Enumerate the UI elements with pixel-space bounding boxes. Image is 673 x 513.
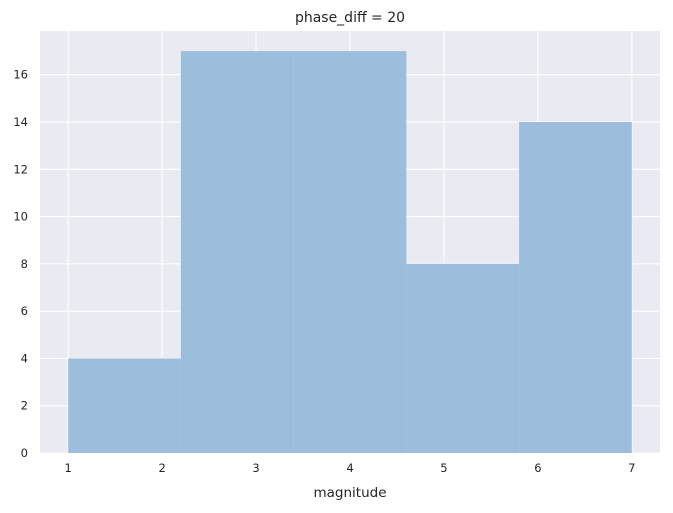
x-tick-label: 5	[440, 461, 447, 475]
x-tick-labels: 1 2 3 4 5 6 7	[65, 461, 636, 475]
x-tick-label: 6	[534, 461, 541, 475]
x-tick-label: 2	[158, 461, 165, 475]
chart-title: phase_diff = 20	[295, 10, 405, 26]
histogram-bar	[519, 122, 632, 454]
y-tick-label: 4	[21, 351, 28, 365]
histogram-bar	[406, 263, 520, 453]
x-tick-label: 3	[252, 461, 259, 475]
y-tick-labels: 0 2 4 6 8 10 12 14 16	[13, 68, 28, 460]
y-tick-label: 12	[13, 162, 28, 176]
histogram-bar	[68, 358, 181, 453]
histogram-bar	[180, 51, 294, 453]
y-tick-label: 10	[13, 210, 28, 224]
bars	[68, 51, 632, 454]
y-tick-label: 8	[21, 257, 28, 271]
y-tick-label: 14	[13, 115, 28, 129]
y-tick-label: 6	[21, 304, 28, 318]
x-axis-label: magnitude	[313, 485, 386, 501]
y-tick-label: 0	[21, 446, 28, 460]
x-tick-label: 1	[65, 461, 72, 475]
x-tick-label: 4	[346, 461, 353, 475]
y-tick-label: 16	[13, 68, 28, 82]
x-tick-label: 7	[628, 461, 635, 475]
y-tick-label: 2	[21, 399, 28, 413]
histogram-bar	[293, 51, 407, 453]
